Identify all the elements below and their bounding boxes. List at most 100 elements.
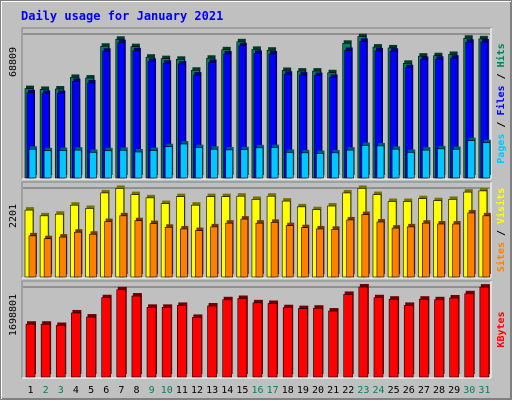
day-label: 31 xyxy=(478,385,490,396)
day-label: 3 xyxy=(58,385,64,396)
pages-bar xyxy=(346,149,355,179)
day-label: 17 xyxy=(267,385,279,396)
day-label: 20 xyxy=(312,385,324,396)
pages-bar xyxy=(89,152,97,179)
kbytes-bar xyxy=(282,307,293,378)
kbytes-bar xyxy=(146,307,157,378)
kbytes-bar xyxy=(328,310,338,378)
pages-bar xyxy=(376,145,385,179)
pages-bar xyxy=(437,148,445,179)
day-label: 5 xyxy=(88,385,94,396)
sites-bar xyxy=(58,236,67,278)
sites-bar xyxy=(285,225,294,278)
pages-bar xyxy=(316,153,324,179)
legend-part-1: / xyxy=(496,116,507,134)
day-label: 9 xyxy=(149,385,155,396)
sites-bar xyxy=(134,220,143,278)
day-label: 23 xyxy=(357,385,369,396)
pages-bar xyxy=(225,149,233,179)
sites-bar xyxy=(28,235,37,278)
pages-bar xyxy=(331,152,339,179)
day-label: 1 xyxy=(28,385,34,396)
sites-bar xyxy=(391,227,400,278)
sites-bar xyxy=(240,218,249,278)
day-label: 14 xyxy=(221,385,233,396)
pages-bar xyxy=(119,150,128,179)
kbytes-bar xyxy=(252,302,263,378)
day-label: 27 xyxy=(418,385,430,396)
sites-bar xyxy=(43,238,52,278)
kbytes-bar xyxy=(192,317,202,378)
day-label: 10 xyxy=(161,385,173,396)
day-label: 25 xyxy=(388,385,400,396)
sites-bar xyxy=(195,230,203,278)
kbytes-bar xyxy=(71,312,81,378)
kbytes-bar xyxy=(161,307,172,378)
sites-bar xyxy=(210,226,218,278)
panel-visits-sites-max-label: 2201 xyxy=(8,204,19,228)
kbytes-bar xyxy=(267,303,278,378)
legend-part-2: Files xyxy=(495,85,507,115)
day-label: 29 xyxy=(448,385,460,396)
sites-bar xyxy=(104,221,112,278)
pages-bar xyxy=(285,152,294,179)
sites-bar xyxy=(467,212,476,278)
panel-hits-files-pages-max-label: 68809 xyxy=(8,47,19,77)
sites-bar xyxy=(316,228,324,278)
day-label: 21 xyxy=(327,385,339,396)
day-label: 4 xyxy=(73,385,79,396)
kbytes-bar xyxy=(86,316,96,378)
sites-bar xyxy=(255,222,264,278)
sites-bar xyxy=(452,223,460,278)
sites-bar xyxy=(437,223,445,278)
kbytes-bar xyxy=(358,286,369,378)
pages-bar xyxy=(255,147,264,179)
panel-hits-files-pages-legend: Pages / Files / Hits xyxy=(495,43,507,163)
day-label: 13 xyxy=(206,385,218,396)
pages-bar xyxy=(179,143,188,179)
pages-bar xyxy=(406,152,415,179)
day-label: 22 xyxy=(342,385,354,396)
day-label: 28 xyxy=(433,385,445,396)
kbytes-bar xyxy=(388,298,399,378)
day-label: 6 xyxy=(103,385,109,396)
pages-bar xyxy=(134,151,143,179)
panel-visits-sites-legend: Sites / Visits xyxy=(495,188,507,272)
kbytes-bar xyxy=(131,295,142,378)
kbytes-bar xyxy=(40,323,51,378)
pages-bar xyxy=(240,149,249,179)
legend-part-1: / xyxy=(496,224,507,242)
pages-bar xyxy=(43,150,52,179)
pages-bar xyxy=(467,140,476,179)
pages-bar xyxy=(422,149,430,179)
day-label: 11 xyxy=(176,385,188,396)
legend-part-0: Pages xyxy=(496,134,507,164)
day-label: 15 xyxy=(236,385,248,396)
day-label: 12 xyxy=(191,385,203,396)
kbytes-bar xyxy=(434,299,444,378)
pages-bar xyxy=(58,150,67,179)
kbytes-bar xyxy=(313,307,323,378)
legend-part-0: KBytes xyxy=(496,311,507,347)
day-label: 30 xyxy=(463,385,475,396)
kbytes-bar xyxy=(176,305,187,378)
kbytes-bar xyxy=(449,297,459,378)
day-label: 24 xyxy=(373,385,385,396)
kbytes-bar xyxy=(464,293,475,378)
sites-bar xyxy=(270,222,279,278)
kbytes-bar xyxy=(479,286,490,378)
kbytes-bar xyxy=(101,297,111,378)
sites-bar xyxy=(406,226,415,278)
legend-part-4: Hits xyxy=(495,43,507,67)
sites-bar xyxy=(164,226,173,278)
sites-bar xyxy=(179,228,188,278)
kbytes-bar xyxy=(373,297,384,378)
sites-bar xyxy=(376,221,385,278)
pages-bar xyxy=(270,147,279,179)
day-label: 2 xyxy=(43,385,49,396)
pages-bar xyxy=(210,148,218,179)
day-label: 26 xyxy=(403,385,415,396)
sites-bar xyxy=(149,223,158,278)
kbytes-bar xyxy=(25,323,36,378)
